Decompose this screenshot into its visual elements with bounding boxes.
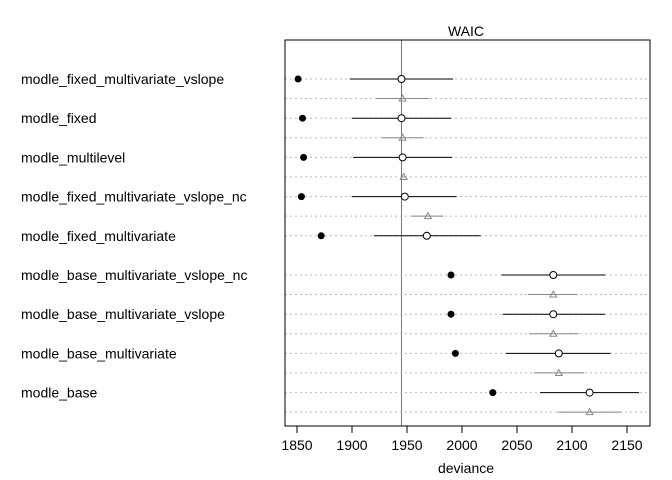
waic-point	[549, 271, 558, 279]
waic-point	[585, 388, 594, 397]
model-label: modle_fixed_multivariate_vslope	[21, 71, 224, 87]
dwaic-point	[423, 211, 433, 220]
dwaic-point	[398, 94, 407, 102]
model-label: modle_base_multivariate	[21, 345, 177, 361]
in-sample-point	[451, 349, 459, 357]
model-row: modle_base_multivariate_vslope	[21, 306, 650, 337]
in-sample-point	[447, 310, 455, 318]
model-row: modle_base	[21, 385, 650, 416]
in-sample-point	[489, 389, 497, 397]
dwaic-point	[549, 290, 558, 298]
model-row: modle_fixed_multivariate	[21, 228, 650, 244]
model-label: modle_base_multivariate_vslope_nc	[21, 267, 247, 283]
dwaic-point	[585, 407, 594, 416]
model-row: modle_base_multivariate	[21, 345, 650, 376]
model-label: modle_multilevel	[21, 149, 125, 165]
model-row: modle_fixed_multivariate_vslope	[21, 71, 650, 102]
in-sample-point	[447, 271, 455, 279]
plot-rows: modle_fixed_multivariate_vslope modle_fix…	[21, 40, 650, 426]
model-label: modle_fixed_multivariate	[21, 228, 176, 244]
waic-point	[397, 114, 406, 123]
waic-point	[400, 192, 409, 201]
dwaic-point	[399, 172, 408, 180]
dwaic-point	[554, 368, 564, 376]
model-label: modle_fixed	[21, 110, 97, 126]
waic-point	[549, 310, 558, 319]
plot-frame	[284, 39, 651, 427]
dwaic-point	[398, 133, 407, 141]
model-row: modle_fixed_multivariate_vslope_nc	[21, 189, 650, 220]
waic-point	[397, 75, 406, 83]
x-tick-label: 1850	[281, 437, 312, 453]
x-tick-label: 2050	[501, 437, 532, 453]
in-sample-point	[300, 153, 308, 161]
chart-title: WAIC	[448, 23, 484, 39]
x-axis-title: deviance	[438, 460, 494, 476]
model-label: modle_base	[21, 385, 97, 401]
model-row: modle_multilevel	[21, 149, 650, 180]
in-sample-point	[299, 114, 306, 122]
in-sample-point	[297, 193, 305, 201]
in-sample-point	[317, 232, 325, 240]
x-tick-label: 2100	[556, 437, 587, 453]
x-tick-label: 2000	[446, 437, 477, 453]
x-tick-label: 1900	[336, 437, 367, 453]
x-tick-label: 1950	[391, 437, 422, 453]
model-row: modle_fixed	[21, 110, 650, 141]
model-label: modle_base_multivariate_vslope	[21, 306, 225, 322]
waic-point	[398, 153, 407, 162]
waic-point	[422, 231, 431, 240]
x-tick-label: 2150	[611, 437, 642, 453]
x-axis: 1850 1900 1950 2000 2050 2100 2150	[281, 425, 643, 453]
model-row: modle_base_multivariate_vslope_nc	[21, 267, 650, 298]
dwaic-point	[549, 329, 558, 337]
in-sample-point	[294, 75, 302, 83]
waic-point	[554, 349, 563, 358]
model-label: modle_fixed_multivariate_vslope_nc	[21, 189, 247, 205]
